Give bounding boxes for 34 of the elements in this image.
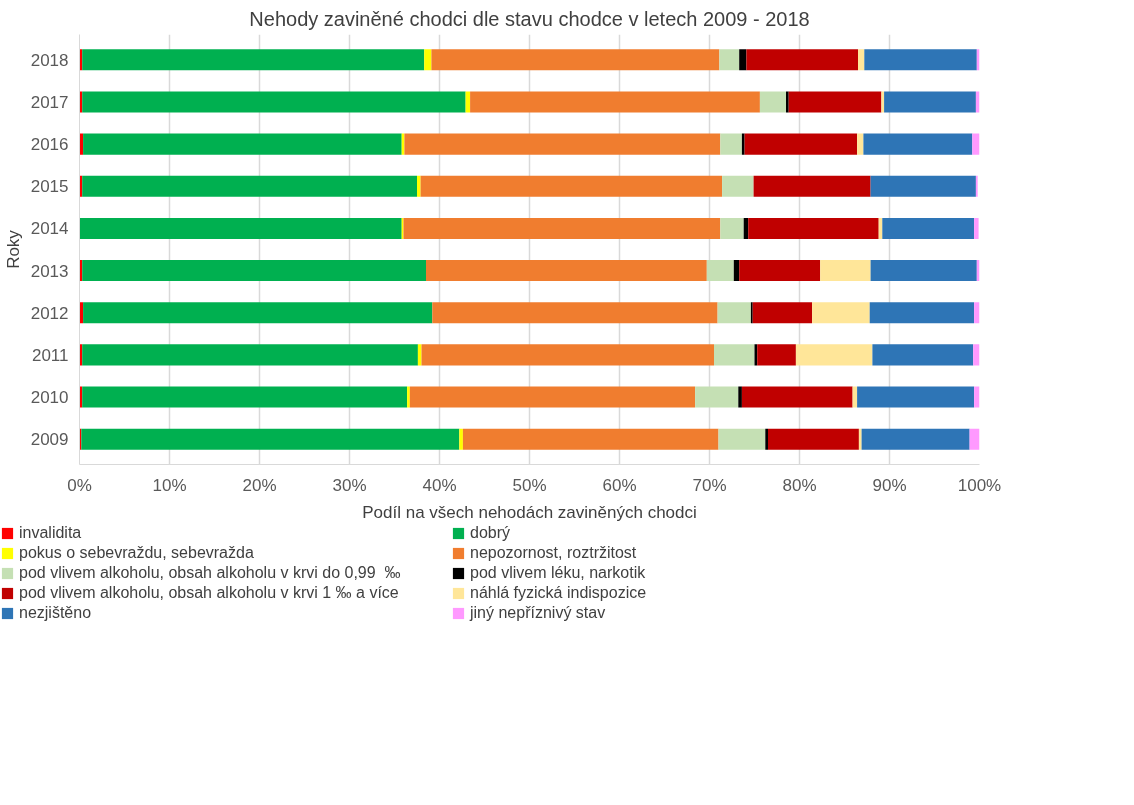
x-tick-label: 20% <box>242 475 277 495</box>
legend-label: pod vlivem léku, narkotik <box>470 564 647 582</box>
y-axis-title: Roky <box>3 229 23 269</box>
x-tick-label: 30% <box>332 475 367 495</box>
legend-label: invalidita <box>19 524 83 542</box>
x-tick-label: 50% <box>512 475 547 495</box>
legend-label: pod vlivem alkoholu, obsah alkoholu v krvi 1 ‰ a více <box>19 584 400 602</box>
x-tick-label: 10% <box>152 475 187 495</box>
y-tick-label: 2015 <box>30 177 69 197</box>
y-tick-label: 2013 <box>30 261 69 281</box>
x-tick-label: 40% <box>422 475 457 495</box>
x-axis-title: Podíl na všech nehodách zaviněných chodci <box>362 502 697 522</box>
legend-label: náhlá fyzická indispozice <box>470 584 648 602</box>
legend-label: nezjištěno <box>19 604 93 622</box>
legend-label: nepozornost, roztržitost <box>470 544 638 562</box>
y-tick-label: 2009 <box>30 430 69 450</box>
y-tick-label: 2017 <box>30 92 69 112</box>
y-tick-label: 2016 <box>30 135 69 155</box>
chart-title: Nehody zaviněné chodci dle stavu chodce v letech 2009 - 2018 <box>249 7 810 30</box>
legend-label: pokus o sebevraždu, sebevražda <box>19 544 255 562</box>
x-tick-label: 0% <box>67 475 92 495</box>
legend-label: jiný nepříznivý stav <box>470 604 607 622</box>
y-tick-label: 2010 <box>30 388 69 408</box>
x-tick-label: 100% <box>957 475 1002 495</box>
x-tick-label: 70% <box>692 475 727 495</box>
x-tick-label: 60% <box>602 475 637 495</box>
y-tick-label: 2011 <box>31 345 69 365</box>
legend-label: dobrý <box>470 524 512 542</box>
legend-label: pod vlivem alkoholu, obsah alkoholu v krvi do 0,99 ‰ <box>19 564 402 582</box>
y-tick-label: 2012 <box>30 303 69 323</box>
x-tick-label: 90% <box>872 475 907 495</box>
y-tick-label: 2014 <box>30 219 69 239</box>
y-tick-label: 2018 <box>30 50 69 70</box>
x-tick-label: 80% <box>782 475 817 495</box>
